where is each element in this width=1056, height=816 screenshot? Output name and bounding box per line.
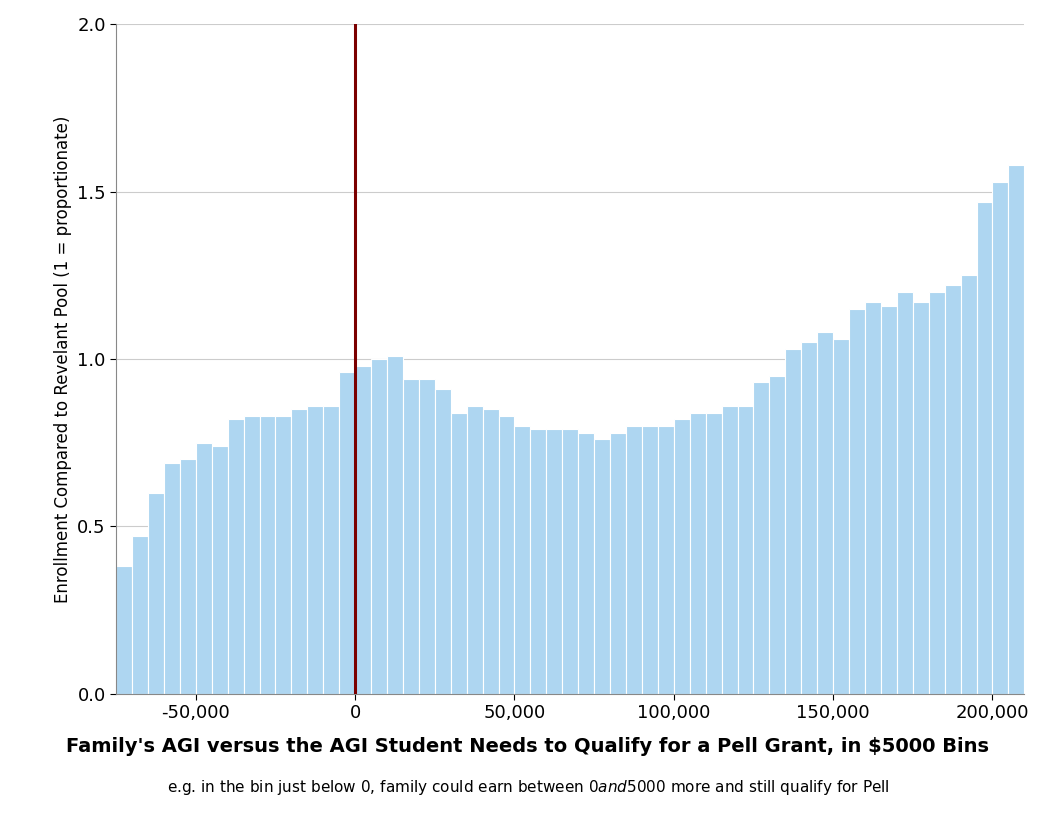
Bar bbox=[690, 413, 705, 694]
Bar bbox=[498, 416, 514, 694]
Bar bbox=[642, 426, 658, 694]
Bar bbox=[260, 416, 276, 694]
Bar bbox=[595, 439, 610, 694]
Bar bbox=[721, 406, 737, 694]
Bar bbox=[705, 413, 721, 694]
Bar bbox=[626, 426, 642, 694]
Bar bbox=[833, 339, 849, 694]
Bar bbox=[562, 429, 579, 694]
Bar bbox=[961, 276, 977, 694]
Bar bbox=[228, 419, 244, 694]
Bar bbox=[849, 308, 865, 694]
Bar bbox=[116, 566, 132, 694]
Bar bbox=[658, 426, 674, 694]
Bar bbox=[977, 202, 993, 694]
Bar bbox=[276, 416, 291, 694]
Bar bbox=[403, 379, 419, 694]
Bar bbox=[993, 182, 1008, 694]
Bar bbox=[945, 286, 961, 694]
Bar bbox=[514, 426, 530, 694]
Bar bbox=[212, 446, 228, 694]
Bar bbox=[386, 356, 403, 694]
Bar bbox=[754, 383, 770, 694]
Bar bbox=[371, 359, 386, 694]
Bar bbox=[467, 406, 483, 694]
Bar bbox=[339, 372, 355, 694]
Bar bbox=[881, 305, 897, 694]
Bar bbox=[132, 536, 148, 694]
Y-axis label: Enrollment Compared to Revelant Pool (1 = proportionate): Enrollment Compared to Revelant Pool (1 … bbox=[54, 115, 72, 603]
Bar bbox=[180, 459, 195, 694]
Bar bbox=[802, 343, 817, 694]
Bar bbox=[355, 366, 371, 694]
Bar bbox=[737, 406, 754, 694]
Bar bbox=[419, 379, 435, 694]
Bar bbox=[148, 493, 164, 694]
Bar bbox=[579, 432, 595, 694]
Bar bbox=[195, 442, 212, 694]
Bar bbox=[674, 419, 690, 694]
Bar bbox=[483, 410, 498, 694]
Bar bbox=[770, 375, 786, 694]
Bar bbox=[244, 416, 260, 694]
Bar bbox=[912, 302, 928, 694]
Bar bbox=[164, 463, 180, 694]
Bar bbox=[1008, 165, 1024, 694]
Bar bbox=[897, 292, 912, 694]
Bar bbox=[865, 302, 881, 694]
Bar bbox=[610, 432, 626, 694]
Bar bbox=[451, 413, 467, 694]
Bar bbox=[323, 406, 339, 694]
Bar bbox=[786, 349, 802, 694]
Bar bbox=[928, 292, 945, 694]
Bar bbox=[291, 410, 307, 694]
Bar bbox=[435, 389, 451, 694]
Text: e.g. in the bin just below 0, family could earn between $0 and $5000 more and st: e.g. in the bin just below 0, family cou… bbox=[167, 778, 889, 797]
Text: Family's AGI versus the AGI Student Needs to Qualify for a Pell Grant, in $5000 : Family's AGI versus the AGI Student Need… bbox=[67, 737, 989, 756]
Bar bbox=[307, 406, 323, 694]
Bar bbox=[546, 429, 562, 694]
Bar bbox=[817, 332, 833, 694]
Bar bbox=[530, 429, 546, 694]
